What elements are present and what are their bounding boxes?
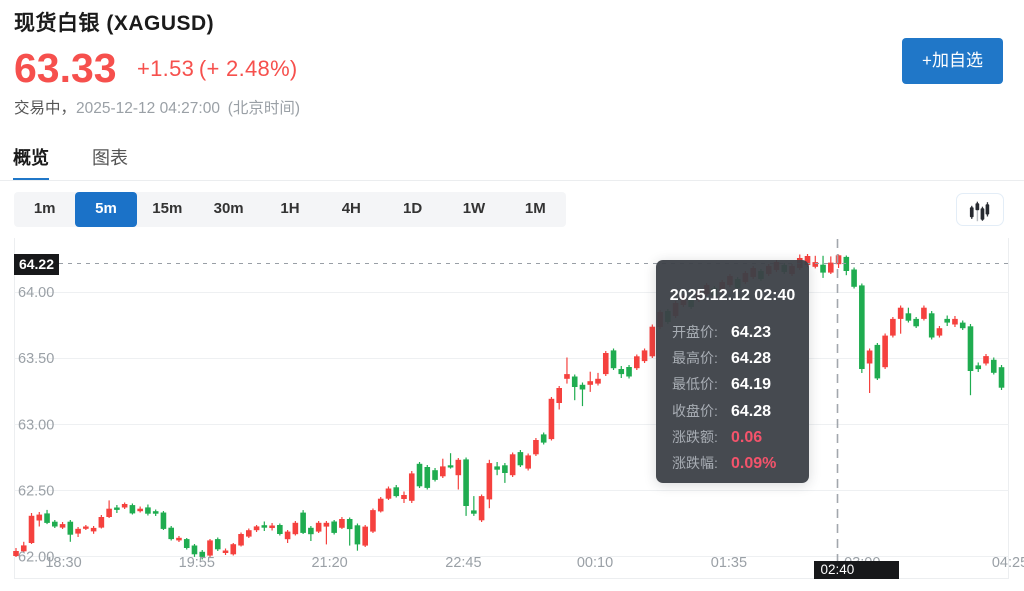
svg-text:04:25: 04:25: [992, 555, 1024, 571]
svg-text:62.50: 62.50: [18, 483, 54, 499]
svg-text:18:30: 18:30: [45, 555, 81, 571]
svg-text:00:10: 00:10: [577, 555, 613, 571]
svg-text:62.00: 62.00: [18, 550, 54, 566]
svg-text:19:55: 19:55: [179, 555, 215, 571]
svg-text:22:45: 22:45: [445, 555, 481, 571]
svg-text:21:20: 21:20: [311, 555, 347, 571]
svg-text:01:35: 01:35: [711, 555, 747, 571]
svg-text:64.00: 64.00: [18, 285, 54, 301]
svg-text:63.50: 63.50: [18, 351, 54, 367]
svg-text:63.00: 63.00: [18, 417, 54, 433]
